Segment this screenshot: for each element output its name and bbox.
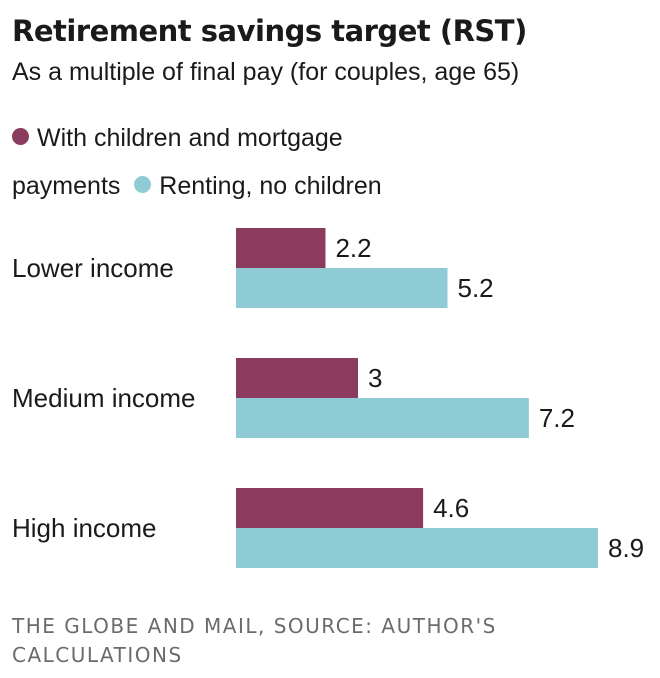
category-label: Lower income (12, 253, 174, 283)
bar-series-1 (236, 488, 424, 528)
data-label: 2.2 (335, 233, 371, 263)
legend-label-series-1: With children and mortgage payments (12, 124, 343, 200)
data-label: 3 (368, 363, 382, 393)
data-label: 7.2 (539, 403, 575, 433)
category-label: High income (12, 513, 157, 543)
legend: With children and mortgage payments Rent… (12, 114, 462, 210)
data-label: 5.2 (458, 273, 494, 303)
chart-subtitle: As a multiple of final pay (for couples,… (12, 58, 520, 86)
bar-series-2 (236, 398, 529, 438)
legend-swatch-series-2 (134, 176, 152, 193)
bar-series-2 (236, 268, 448, 308)
legend-label-series-2: Renting, no children (159, 172, 382, 200)
bar-chart: Lower income 2.2 5.2 Medium income 3 7.2 High … (12, 228, 644, 568)
bar-series-1 (236, 228, 326, 268)
legend-item-series-2: Renting, no children (134, 172, 382, 200)
chart-title: Retirement savings target (RST) (12, 14, 527, 48)
legend-item-series-1: With children and mortgage payments (12, 124, 343, 200)
category-label: Medium income (12, 383, 196, 413)
data-label: 8.9 (608, 533, 644, 563)
legend-swatch-series-1 (12, 128, 29, 145)
bar-series-2 (236, 528, 598, 568)
bar-series-1 (236, 358, 359, 398)
source-note: THE GLOBE AND MAIL, SOURCE: AUTHOR'S CAL… (12, 614, 497, 667)
data-label: 4.6 (433, 493, 469, 523)
